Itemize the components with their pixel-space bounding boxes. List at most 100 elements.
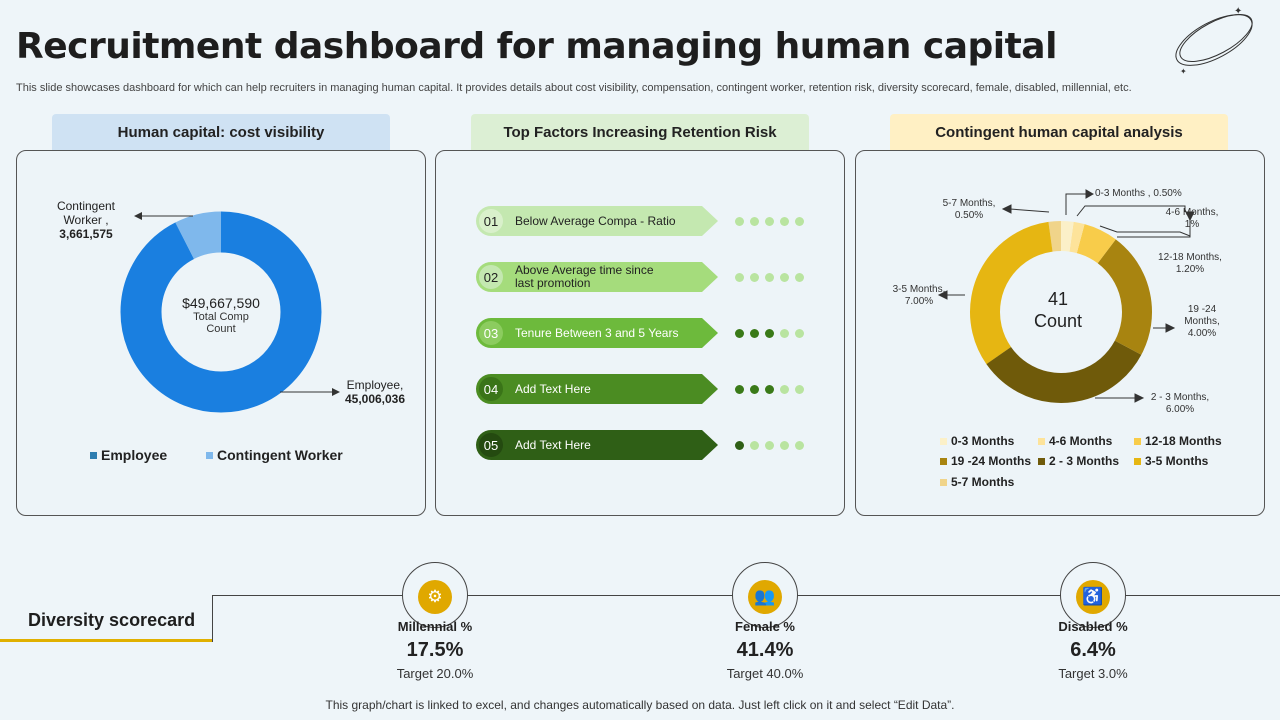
legend-employee-swatch [90,451,97,459]
label-2-3-months: 2 - 3 Months, 6.00% [1150,392,1210,415]
legend-employee: Employee [90,447,167,463]
factor-text: Add Text Here [515,437,591,452]
contingent-leader-lines [937,189,1195,403]
retention-factor-3[interactable]: 03 Tenure Between 3 and 5 Years [476,318,718,348]
segment-12-18-months [970,221,1152,403]
accessibility-icon: ♿ [1076,580,1110,614]
factor-text: Above Average time since last promotion [515,263,654,290]
rating-dot [795,441,804,450]
cost-donut-center: $49,667,590 Total Comp Count [182,295,260,335]
factor-arrow-shape [476,262,718,292]
cost-donut-chart[interactable] [0,150,430,450]
rating-dot [795,217,804,226]
svg-text:✦: ✦ [1180,67,1187,76]
retention-factor-2[interactable]: 02 Above Average time since last promotion [476,262,718,292]
legend-contingent-swatch [206,451,213,459]
contingent-analysis-panel [855,150,1265,516]
rating-dot [735,217,744,226]
rating-dot [780,329,789,338]
svg-text:✦: ✦ [1234,6,1242,17]
factor-arrow-shape [476,374,718,404]
rating-dot [795,329,804,338]
retention-risk-header: Top Factors Increasing Retention Risk [471,114,809,150]
employee-label: Employee, 45,006,036 [344,378,406,406]
rating-dot [765,441,774,450]
factor-rating-dots [735,273,804,282]
label-3-5-months: 3-5 Months, 7.00% [892,284,946,307]
legend-swatch [1038,457,1045,465]
retention-factor-1[interactable]: 01 Below Average Compa - Ratio [476,206,718,236]
rating-dot [750,441,759,450]
contingent-donut-center: 41 Count [1033,289,1083,331]
factor-number: 01 [479,209,503,233]
rating-dot [750,217,759,226]
contingent-analysis-header: Contingent human capital analysis [890,114,1228,150]
gears-icon: ⚙ [418,580,452,614]
orbit-decoration-icon: ✦ ✦ [1175,6,1253,76]
contingent-legend-item: 4-6 Months [1038,434,1112,448]
contingent-legend-item: 19 -24 Months [940,454,1031,468]
rating-dot [765,273,774,282]
legend-swatch [940,478,947,486]
diversity-scorecard-label: Diversity scorecard [0,600,212,642]
legend-swatch [1134,457,1141,465]
rating-dot [750,329,759,338]
contingent-worker-label: Contingent Worker , 3,661,575 [56,199,116,241]
rating-dot [795,273,804,282]
rating-dot [780,441,789,450]
rating-dot [735,329,744,338]
footer-note: This graph/chart is linked to excel, and… [325,698,955,712]
cost-donut-contingent-segment [120,211,322,413]
label-0-3-months: 0-3 Months , 0.50% [1095,188,1182,199]
rating-dot [735,385,744,394]
rating-dot [795,385,804,394]
cost-visibility-header: Human capital: cost visibility [52,114,390,150]
page-title: Recruitment dashboard for managing human… [16,26,1057,67]
factor-rating-dots [735,217,804,226]
factor-rating-dots [735,385,804,394]
rating-dot [765,385,774,394]
rating-dot [765,217,774,226]
cost-visibility-panel [16,150,426,516]
factor-number: 02 [479,265,503,289]
group-icon: 👥 [748,580,782,614]
contingent-legend-item: 0-3 Months [940,434,1014,448]
rating-dot [765,329,774,338]
factor-arrow-shape [476,206,718,236]
contingent-legend-item: 2 - 3 Months [1038,454,1119,468]
factor-number: 03 [479,321,503,345]
factor-text: Below Average Compa - Ratio [515,213,676,228]
label-5-7-months: 5-7 Months, 0.50% [942,198,996,221]
rating-dot [780,217,789,226]
contingent-leader-arrow [134,212,142,220]
legend-swatch [1134,437,1141,445]
segment-4-6-months [970,221,1152,403]
rating-dot [780,385,789,394]
cost-donut-employee-segment [120,211,322,413]
label-12-18-months: 12-18 Months, 1.20% [1158,252,1222,275]
legend-swatch [940,457,947,465]
rating-dot [735,441,744,450]
retention-factor-5[interactable]: 05 Add Text Here [476,430,718,460]
diversity-divider-vertical [212,595,213,642]
factor-text: Tenure Between 3 and 5 Years [515,325,679,340]
factor-arrow-shape [476,430,718,460]
contingent-legend-item: 5-7 Months [940,475,1014,489]
employee-leader-arrow [332,388,340,396]
factor-number: 05 [479,433,503,457]
factor-text: Add Text Here [515,381,591,396]
legend-swatch [940,437,947,445]
page-subtitle: This slide showcases dashboard for which… [16,82,1132,94]
rating-dot [750,385,759,394]
label-19-24-months: 19 -24 Months, 4.00% [1184,304,1220,339]
contingent-legend-item: 12-18 Months [1134,434,1222,448]
factor-rating-dots [735,329,804,338]
segment-0-3-months [970,221,1152,403]
legend-contingent-worker: Contingent Worker [206,447,343,463]
factor-number: 04 [479,377,503,401]
retention-factor-4[interactable]: 04 Add Text Here [476,374,718,404]
contingent-donut-chart[interactable] [855,150,1265,430]
legend-swatch [1038,437,1045,445]
rating-dot [735,273,744,282]
rating-dot [750,273,759,282]
